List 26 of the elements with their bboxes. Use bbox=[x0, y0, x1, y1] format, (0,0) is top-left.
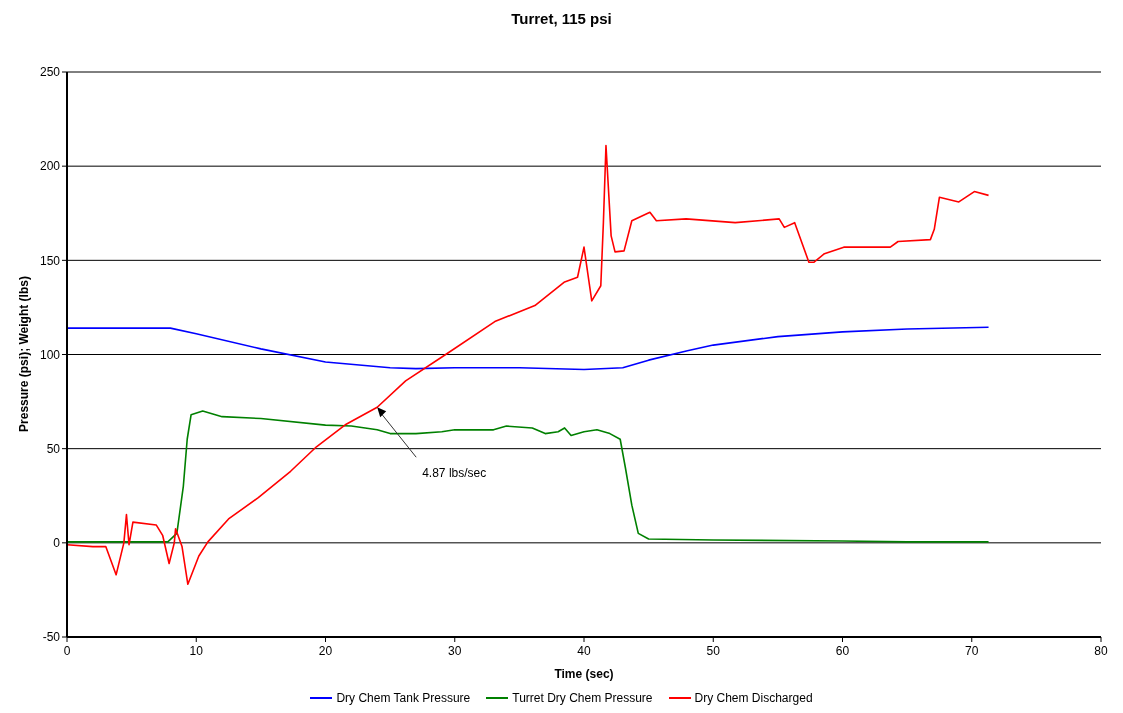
legend-label: Dry Chem Discharged bbox=[694, 691, 813, 705]
y-tick-label: 250 bbox=[39, 65, 61, 80]
x-axis-title: Time (sec) bbox=[553, 667, 615, 681]
y-tick-label: 200 bbox=[39, 159, 61, 174]
legend-label: Dry Chem Tank Pressure bbox=[336, 691, 471, 705]
y-tick-label: 100 bbox=[39, 347, 61, 362]
x-tick-label: 70 bbox=[965, 644, 979, 658]
x-tick-label: 80 bbox=[1094, 644, 1108, 658]
y-tick-label: 0 bbox=[53, 536, 61, 551]
y-tick-label: -50 bbox=[42, 630, 61, 645]
x-tick-label: 40 bbox=[577, 644, 591, 658]
line-series bbox=[67, 326, 990, 371]
line-series bbox=[67, 410, 990, 543]
y-tick-label: 150 bbox=[39, 253, 61, 268]
chart-title: Turret, 115 psi bbox=[510, 10, 613, 27]
line-series bbox=[67, 144, 990, 586]
x-tick-label: 0 bbox=[63, 644, 71, 658]
y-axis-title: Pressure (psi); Weight (lbs) bbox=[17, 274, 31, 434]
x-tick-label: 60 bbox=[835, 644, 850, 658]
x-tick-label: 50 bbox=[706, 644, 721, 658]
y-tick-label: 50 bbox=[46, 441, 61, 456]
x-tick-label: 30 bbox=[448, 644, 462, 658]
annotation: 4.87 lbs/sec bbox=[422, 466, 487, 481]
x-tick-label: 20 bbox=[318, 644, 333, 658]
x-tick-label: 10 bbox=[189, 644, 204, 658]
legend-label: Turret Dry Chem Pressure bbox=[512, 691, 653, 705]
